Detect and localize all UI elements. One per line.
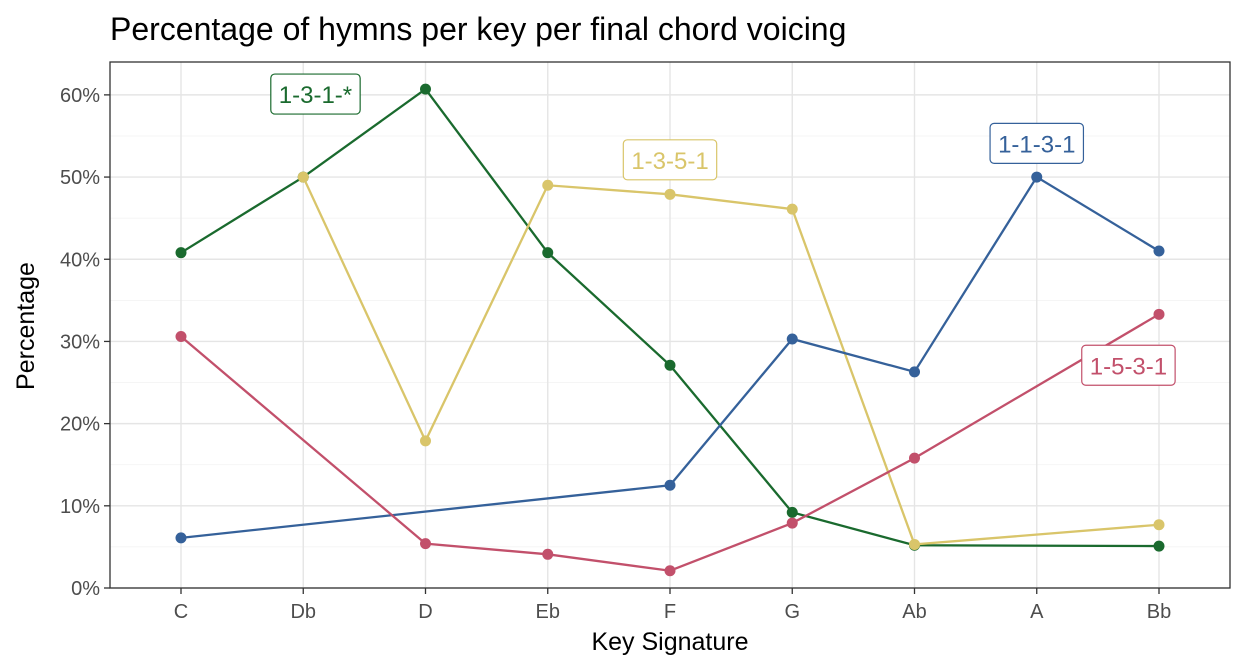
data-point (1153, 308, 1165, 320)
data-point (175, 331, 187, 343)
x-tick-label: D (418, 601, 432, 623)
x-tick-label: Bb (1147, 601, 1171, 623)
label-1-3-5-1: 1-3-5-1 (622, 139, 718, 181)
y-tick-label: 0% (71, 578, 100, 600)
label-1-5-3-1: 1-5-3-1 (1081, 344, 1176, 386)
label-text: 1-3-1-* (279, 82, 352, 109)
y-tick-label: 50% (60, 167, 100, 189)
data-point (175, 247, 187, 259)
data-point (786, 517, 798, 529)
y-tick-label: 20% (60, 414, 100, 436)
data-point (909, 538, 920, 550)
series-line (302, 176, 1160, 546)
label-box (622, 139, 718, 181)
direct-labels: 1-3-1-* 1-3-5-1 1-1-3-1 1-5-3-1 (270, 73, 1176, 386)
label-1-1-3-1: 1-1-3-1 (989, 122, 1085, 164)
label-box (989, 122, 1085, 164)
data-point (175, 532, 187, 544)
grid (110, 62, 1230, 589)
y-axis: 0% 10% 20% 30% 40% 50% 60% (60, 85, 110, 600)
x-tick-label: A (1030, 601, 1044, 623)
data-point (664, 479, 676, 491)
x-tick-label: G (784, 601, 800, 623)
data-point (542, 247, 554, 259)
data-point (420, 435, 431, 447)
y-tick-label: 40% (60, 249, 100, 271)
data-point (1153, 519, 1165, 531)
x-tick-label: Ab (902, 601, 926, 623)
data-point (909, 366, 920, 378)
data-point (786, 333, 798, 345)
x-axis: C Db D Eb F G Ab A Bb (174, 588, 1171, 623)
series-line (180, 87, 1160, 548)
series-group (175, 83, 1165, 577)
label-text: 1-1-3-1 (998, 131, 1075, 158)
y-axis-title: Percentage (12, 262, 40, 390)
series-1-1-3-1 (175, 171, 1165, 544)
x-tick-label: Eb (536, 601, 560, 623)
y-tick-label: 60% (60, 85, 100, 107)
data-point (664, 565, 676, 577)
y-tick-label: 10% (60, 496, 100, 518)
label-text: 1-5-3-1 (1090, 353, 1167, 380)
data-point (297, 171, 309, 183)
data-point (786, 506, 798, 518)
x-tick-label: F (664, 601, 676, 623)
series-1-3-5-1 (297, 171, 1165, 550)
series-1-5-3-1 (175, 308, 1165, 577)
data-point (542, 179, 554, 191)
x-tick-label: C (174, 601, 188, 623)
data-point (664, 188, 676, 200)
data-point (542, 548, 554, 560)
x-axis-title: Key Signature (591, 628, 748, 656)
data-point (420, 83, 431, 95)
chart-title: Percentage of hymns per key per final ch… (110, 11, 846, 47)
label-box (270, 73, 361, 115)
data-point (1153, 540, 1165, 552)
label-text: 1-3-5-1 (631, 148, 708, 175)
label-1-3-1-*: 1-3-1-* (270, 73, 361, 115)
data-point (1153, 245, 1165, 257)
x-tick-label: Db (290, 601, 316, 623)
data-point (909, 452, 920, 464)
data-point (786, 203, 798, 215)
data-point (420, 538, 431, 550)
y-tick-label: 30% (60, 331, 100, 353)
series-line (180, 175, 1160, 540)
data-point (664, 359, 676, 371)
label-box (1081, 344, 1176, 386)
data-point (1031, 171, 1043, 183)
